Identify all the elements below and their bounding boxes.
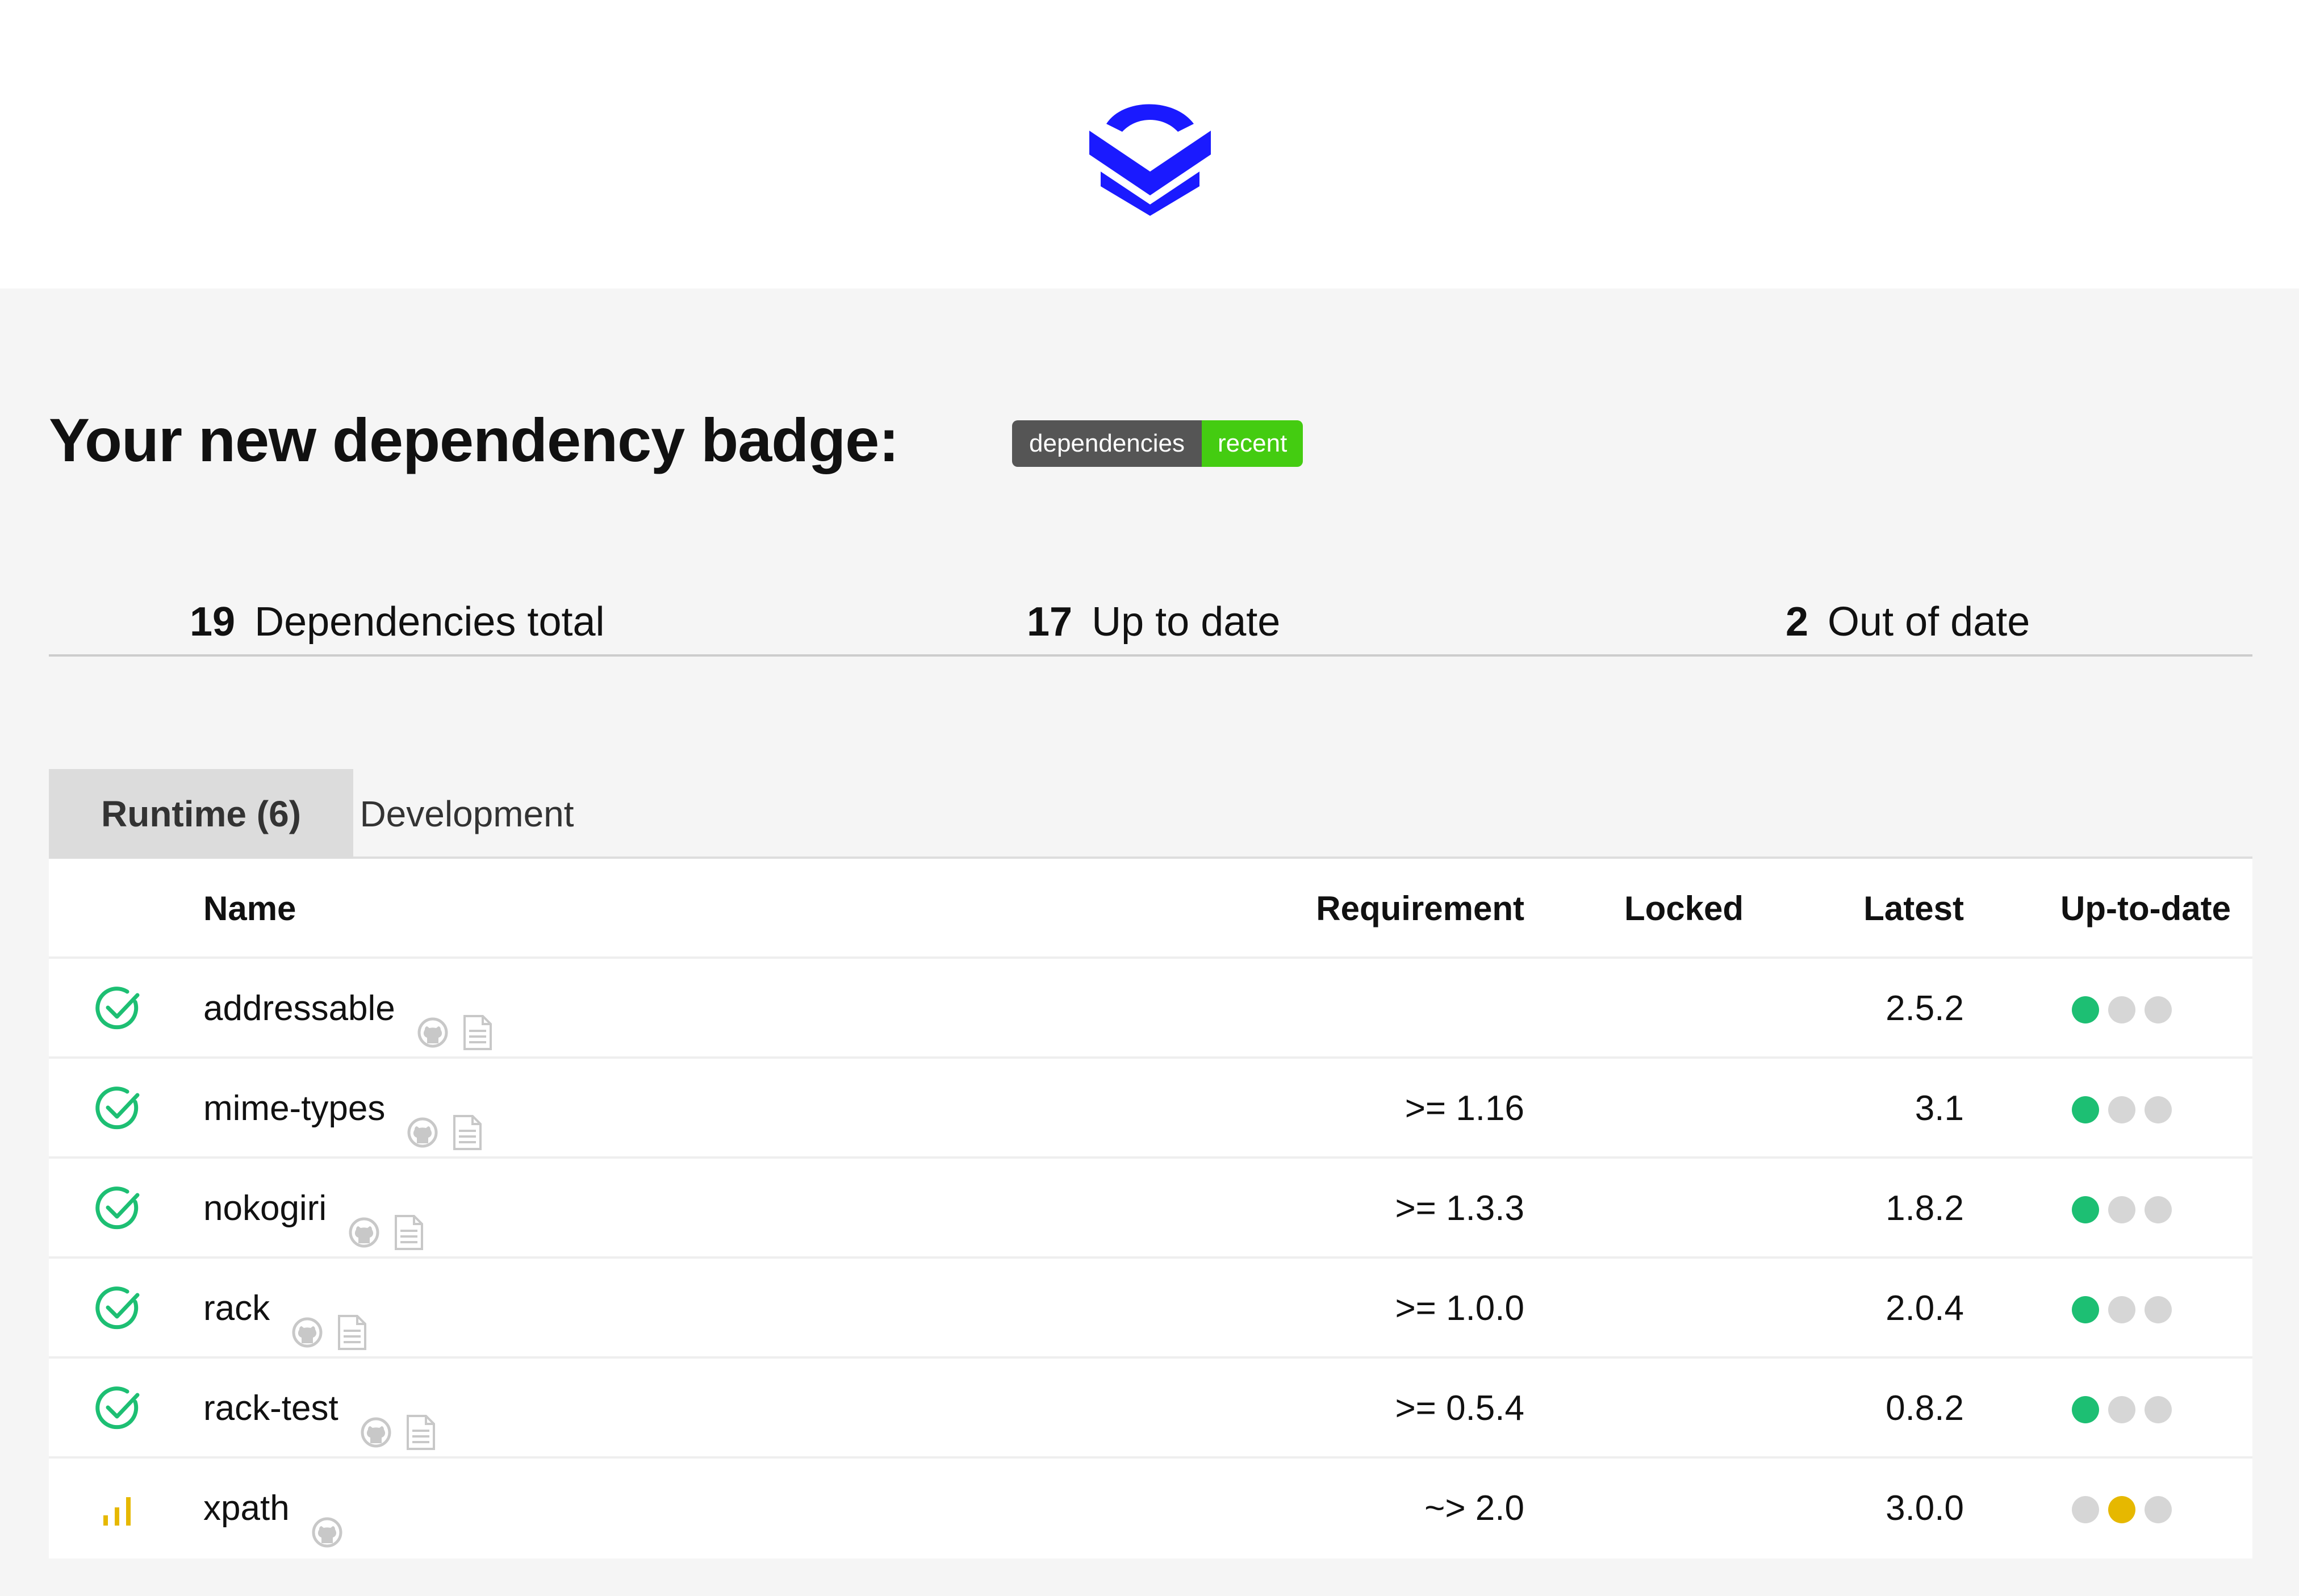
document-icon[interactable] xyxy=(335,1290,369,1350)
latest-cell: 0.8.2 xyxy=(1886,1389,1964,1428)
header-locked[interactable]: Locked xyxy=(1624,889,1744,927)
latest-cell: 1.8.2 xyxy=(1886,1189,1964,1228)
dependency-badge[interactable]: dependencies recent xyxy=(1012,420,1303,467)
status-dot xyxy=(2145,1096,2172,1123)
tab-development[interactable]: Development (13) xyxy=(360,793,574,924)
github-icon[interactable] xyxy=(406,1090,440,1148)
status-dot xyxy=(2072,1196,2099,1223)
dependency-tabs: Runtime (6) Development (13) xyxy=(49,769,2252,924)
check-circle-icon xyxy=(94,1185,142,1232)
github-icon[interactable] xyxy=(359,1390,393,1448)
check-circle-icon xyxy=(94,1285,142,1332)
status-dot xyxy=(2145,1396,2172,1423)
status-dot xyxy=(2145,1296,2172,1323)
dependency-name-cell: xpath xyxy=(203,1459,344,1559)
header-uptodate[interactable]: Up-to-date xyxy=(2060,889,2231,927)
stat-outofdate-label: Out of date xyxy=(1828,599,2030,645)
github-icon[interactable] xyxy=(310,1490,344,1548)
table-row[interactable]: nokogiri >= 1.3.3 1.8.2 xyxy=(49,1159,2252,1259)
stat-total: 19 Dependencies total xyxy=(190,596,605,647)
status-dot xyxy=(2108,996,2135,1023)
status-dot xyxy=(2145,1496,2172,1523)
uptodate-indicator xyxy=(2072,1196,2172,1223)
uptodate-indicator xyxy=(2072,996,2172,1023)
latest-cell: 3.1 xyxy=(1915,1089,1964,1128)
status-dot xyxy=(2108,1096,2135,1123)
github-icon[interactable] xyxy=(290,1290,324,1348)
status-dot xyxy=(2108,1196,2135,1223)
tab-runtime[interactable]: Runtime (6) xyxy=(49,769,353,859)
table-row[interactable]: rack >= 1.0.0 2.0.4 xyxy=(49,1259,2252,1359)
stat-total-number: 19 xyxy=(190,599,236,645)
stat-outofdate: 2 Out of date xyxy=(1786,596,2030,647)
status-dot xyxy=(2145,1196,2172,1223)
status-dot xyxy=(2108,1296,2135,1323)
dependency-name[interactable]: rack xyxy=(203,1289,270,1328)
header-name[interactable]: Name xyxy=(203,889,296,927)
header xyxy=(0,0,2299,289)
uptodate-indicator xyxy=(2072,1396,2172,1423)
status-dot xyxy=(2108,1396,2135,1423)
status-dot xyxy=(2072,1096,2099,1123)
dependencies-table: Name Requirement Locked Latest Up-to-dat… xyxy=(49,859,2252,1559)
document-icon[interactable] xyxy=(391,1190,425,1250)
dependency-name[interactable]: nokogiri xyxy=(203,1189,327,1228)
table-row[interactable]: rack-test >= 0.5.4 0.8.2 xyxy=(49,1359,2252,1459)
dependency-name[interactable]: xpath xyxy=(203,1489,290,1528)
table-row[interactable]: mime-types >= 1.16 3.1 xyxy=(49,1059,2252,1159)
latest-cell: 2.5.2 xyxy=(1886,989,1964,1028)
document-icon[interactable] xyxy=(403,1390,437,1450)
check-circle-icon xyxy=(94,1385,142,1432)
uptodate-indicator xyxy=(2072,1496,2172,1523)
stat-total-label: Dependencies total xyxy=(254,599,605,645)
github-icon[interactable] xyxy=(347,1190,381,1248)
header-requirement[interactable]: Requirement xyxy=(1316,889,1524,927)
uptodate-indicator xyxy=(2072,1296,2172,1323)
dependency-name-cell: nokogiri xyxy=(203,1159,425,1259)
requirement-cell: ~> 2.0 xyxy=(1424,1489,1524,1528)
dependency-name-cell: addressable xyxy=(203,959,494,1059)
document-icon[interactable] xyxy=(460,990,494,1050)
dependency-name-cell: mime-types xyxy=(203,1059,484,1159)
stat-uptodate: 17 Up to date xyxy=(1027,596,1280,647)
status-dot xyxy=(2072,1296,2099,1323)
badge-status: recent xyxy=(1202,420,1303,467)
badge-label: dependencies xyxy=(1012,420,1202,467)
status-dot xyxy=(2145,996,2172,1023)
uptodate-indicator xyxy=(2072,1096,2172,1123)
github-icon[interactable] xyxy=(416,990,450,1048)
status-dot xyxy=(2072,1496,2099,1523)
dependency-name[interactable]: addressable xyxy=(203,989,395,1028)
check-circle-icon xyxy=(94,985,142,1033)
requirement-cell: >= 1.0.0 xyxy=(1395,1289,1524,1328)
dependency-name[interactable]: rack-test xyxy=(203,1389,338,1428)
requirement-cell: >= 1.16 xyxy=(1405,1089,1524,1128)
stat-uptodate-number: 17 xyxy=(1027,599,1073,645)
status-dot xyxy=(2072,1396,2099,1423)
header-latest[interactable]: Latest xyxy=(1863,889,1964,927)
check-circle-icon xyxy=(94,1085,142,1133)
latest-cell: 3.0.0 xyxy=(1886,1489,1964,1528)
table-header: Name Requirement Locked Latest Up-to-dat… xyxy=(49,859,2252,959)
stats-bar: 19 Dependencies total 17 Up to date 2 Out o… xyxy=(49,591,2252,657)
status-dot xyxy=(2108,1496,2135,1523)
dependency-name[interactable]: mime-types xyxy=(203,1089,386,1128)
logo-icon[interactable] xyxy=(1089,86,1211,216)
requirement-cell: >= 1.3.3 xyxy=(1395,1189,1524,1228)
dependency-name-cell: rack-test xyxy=(203,1359,437,1459)
table-row[interactable]: addressable 2.5.2 xyxy=(49,959,2252,1059)
dependency-name-cell: rack xyxy=(203,1259,369,1359)
badge-section-title: Your new dependency badge: xyxy=(49,406,899,474)
stat-outofdate-number: 2 xyxy=(1786,599,1809,645)
table-row[interactable]: xpath ~> 2.0 3.0.0 xyxy=(49,1459,2252,1559)
stat-uptodate-label: Up to date xyxy=(1092,599,1281,645)
requirement-cell: >= 0.5.4 xyxy=(1395,1389,1524,1428)
status-dot xyxy=(2072,996,2099,1023)
document-icon[interactable] xyxy=(450,1090,484,1150)
signal-bars-icon xyxy=(94,1485,142,1532)
latest-cell: 2.0.4 xyxy=(1886,1289,1964,1328)
